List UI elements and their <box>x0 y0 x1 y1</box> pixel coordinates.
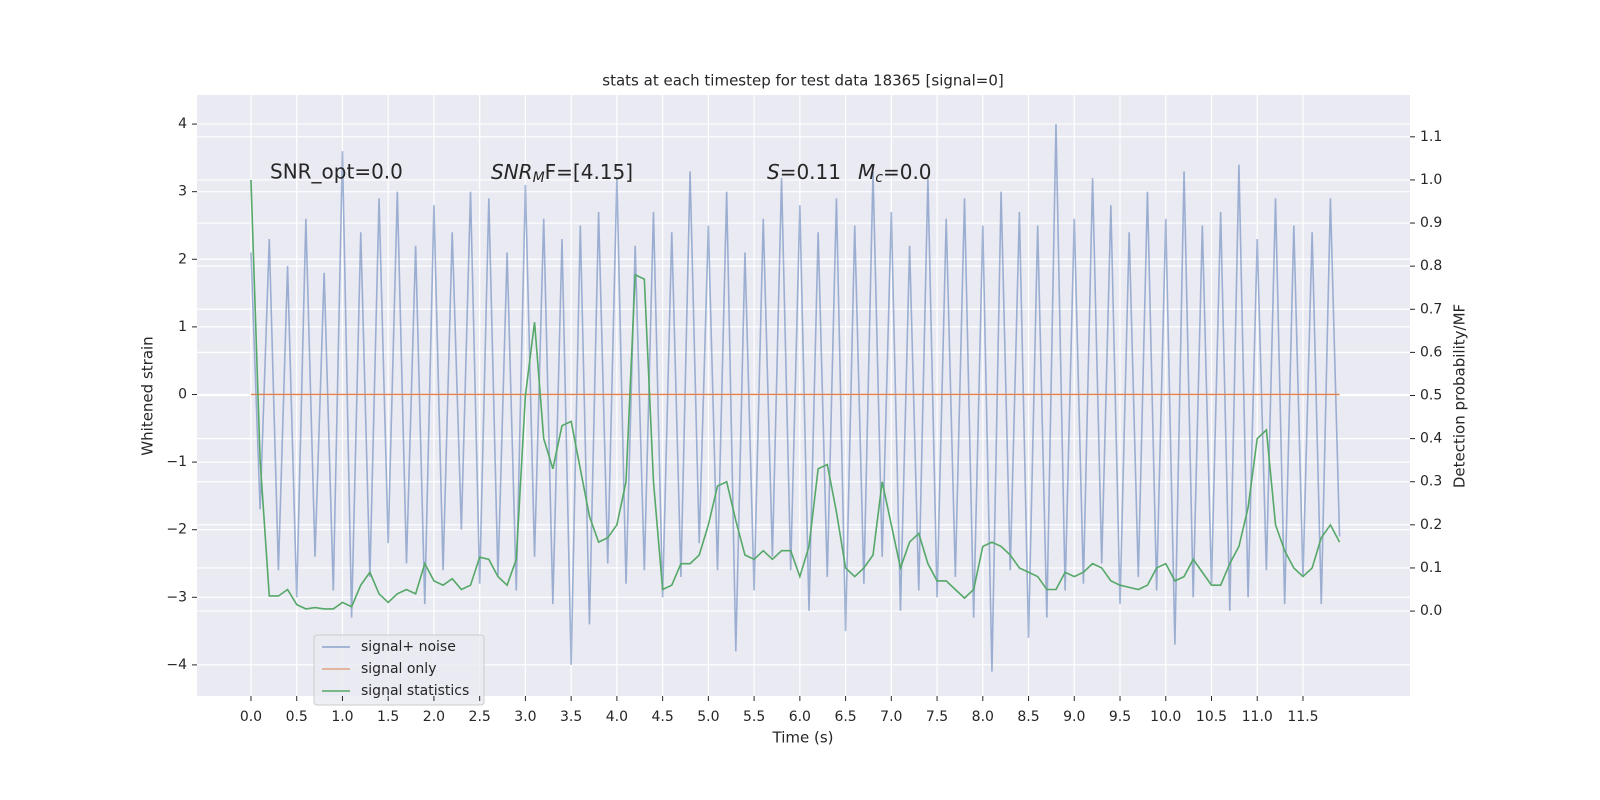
marks <box>250 124 1341 672</box>
annotation-part: =0.11 <box>780 160 841 184</box>
y2-tick-label: 0.8 <box>1420 258 1442 274</box>
x-tick-label: 10.0 <box>1150 709 1181 725</box>
y2-tick-label: 0.5 <box>1420 388 1442 404</box>
y-tick-label: 2 <box>178 251 187 267</box>
annotation: SNR_opt=0.0 <box>270 160 403 184</box>
legend: signal+ noise signal only signal statistic… <box>313 634 485 706</box>
annotation-part: F=[4.15] <box>545 160 633 184</box>
legend-box <box>313 634 485 706</box>
annotation-part: c <box>875 170 883 186</box>
annotation: Mc=0.0 <box>858 160 932 187</box>
x-tick-label: 4.5 <box>651 709 673 725</box>
y2-axis-label: Detection probability/MF <box>1451 304 1469 488</box>
y-tick-label: −4 <box>166 657 187 673</box>
y2-tick-label: 1.1 <box>1420 129 1442 145</box>
y2-tick-label: 0.7 <box>1420 301 1442 317</box>
y2-tick-label: 0.4 <box>1420 431 1442 447</box>
x-tick-label: 10.5 <box>1196 709 1227 725</box>
x-tick-label: 11.0 <box>1242 709 1273 725</box>
y2-tick-label: 0.3 <box>1420 474 1442 490</box>
y-tick-label: −1 <box>166 454 187 470</box>
y2-tick-label: 0.6 <box>1420 344 1442 360</box>
x-tick-label: 6.0 <box>789 709 811 725</box>
x-tick-label: 2.0 <box>423 709 445 725</box>
series-line <box>250 124 1341 672</box>
x-tick-label: 9.0 <box>1063 709 1085 725</box>
y-tick-label: −2 <box>166 522 187 538</box>
series-line <box>250 179 1341 610</box>
y2-tick-label: 1.0 <box>1420 172 1442 188</box>
legend-label: signal statistics <box>361 683 469 699</box>
x-tick-label: 6.5 <box>834 709 856 725</box>
x-tick-label: 5.0 <box>697 709 719 725</box>
y-tick-label: 4 <box>178 116 187 132</box>
x-tick-label: 9.5 <box>1109 709 1131 725</box>
x-tick-label: 1.0 <box>331 709 353 725</box>
annotation: SNRMF=[4.15] <box>491 160 633 187</box>
y2-tick-label: 0.9 <box>1420 215 1442 231</box>
x-tick-label: 5.5 <box>743 709 765 725</box>
x-tick-label: 3.5 <box>560 709 582 725</box>
x-tick-label: 1.5 <box>377 709 399 725</box>
x-tick-label: 0.0 <box>240 709 262 725</box>
x-tick-label: 8.0 <box>972 709 994 725</box>
x-tick-label: 8.5 <box>1017 709 1039 725</box>
y-axis-label: Whitened strain <box>139 336 157 455</box>
x-axis-label: Time (s) <box>772 729 834 747</box>
legend-label: signal only <box>361 661 436 677</box>
y2-tick-label: 0.0 <box>1420 603 1442 619</box>
annotation-part: M <box>858 160 875 184</box>
chart-title: stats at each timestep for test data 183… <box>602 72 1003 90</box>
annotation-part: S <box>767 160 780 184</box>
x-tick-label: 11.5 <box>1287 709 1318 725</box>
annotation-part: SNR <box>491 160 533 184</box>
annotation: S=0.11 <box>767 160 841 184</box>
y-tick-label: 3 <box>178 184 187 200</box>
x-tick-label: 3.0 <box>514 709 536 725</box>
legend-label: signal+ noise <box>361 639 456 655</box>
x-tick-label: 4.0 <box>606 709 628 725</box>
x-tick-label: 7.5 <box>926 709 948 725</box>
x-tick-label: 2.5 <box>469 709 491 725</box>
y-tick-label: −3 <box>166 589 187 605</box>
y2-tick-label: 0.2 <box>1420 517 1442 533</box>
y-tick-label: 1 <box>178 319 187 335</box>
x-tick-label: 7.0 <box>880 709 902 725</box>
annotation-part: M <box>533 170 545 186</box>
y-tick-label: 0 <box>178 386 187 402</box>
y2-tick-label: 0.1 <box>1420 560 1442 576</box>
annotation-part: =0.0 <box>883 160 932 184</box>
x-tick-label: 0.5 <box>286 709 308 725</box>
